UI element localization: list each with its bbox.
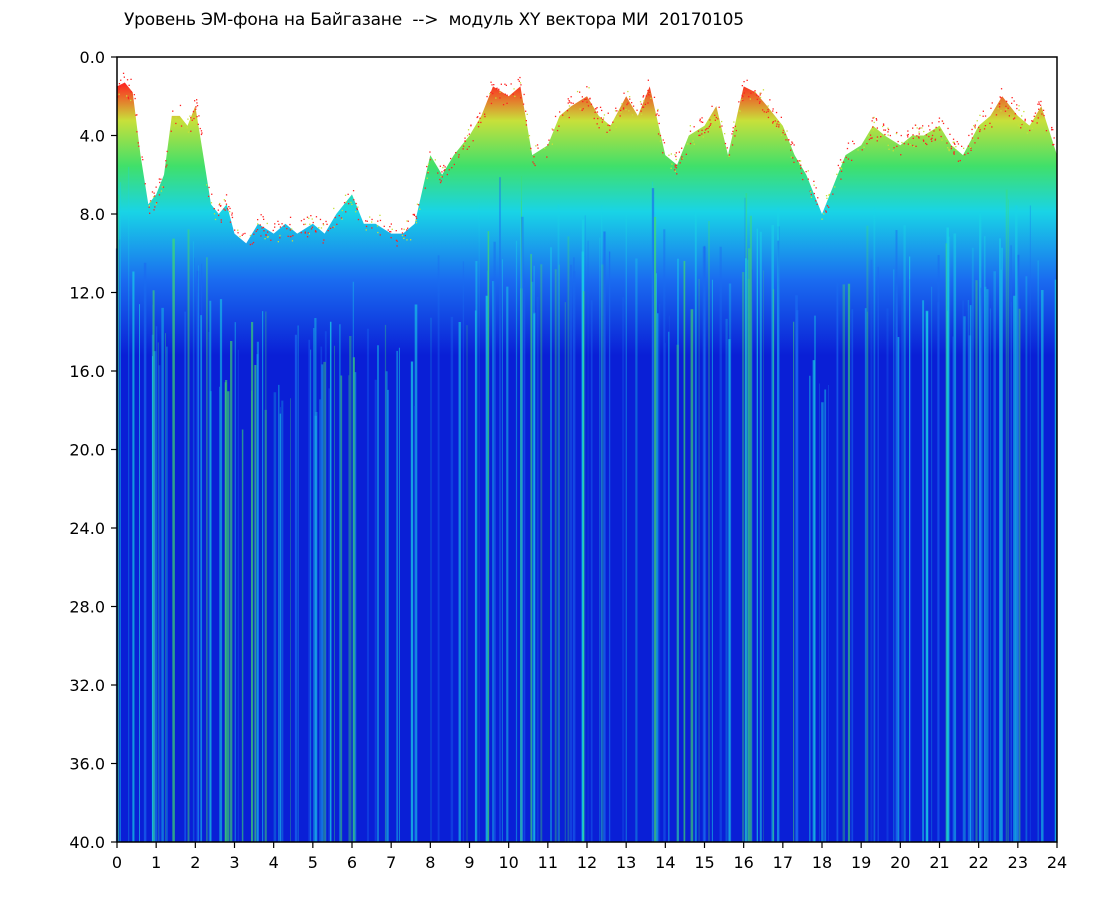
- x-tick-label: 12: [577, 853, 597, 872]
- x-tick-label: 11: [538, 853, 558, 872]
- y-tick-label: 0.0: [80, 48, 105, 67]
- x-tick-label: 10: [498, 853, 518, 872]
- x-tick-label: 15: [694, 853, 714, 872]
- y-tick-label: 32.0: [69, 676, 105, 695]
- y-tick-label: 28.0: [69, 598, 105, 617]
- x-tick-label: 23: [1008, 853, 1028, 872]
- x-tick-label: 1: [151, 853, 161, 872]
- x-tick-label: 4: [269, 853, 279, 872]
- x-tick-label: 16: [733, 853, 753, 872]
- x-tick-label: 7: [386, 853, 396, 872]
- x-tick-label: 19: [851, 853, 871, 872]
- x-tick-label: 2: [190, 853, 200, 872]
- x-tick-label: 18: [812, 853, 832, 872]
- y-tick-label: 16.0: [69, 362, 105, 381]
- y-tick-label: 8.0: [80, 205, 105, 224]
- x-tick-label: 5: [308, 853, 318, 872]
- heatmap-fill: [117, 82, 1057, 842]
- speckle-noise: [117, 72, 1055, 247]
- x-tick-label: 17: [773, 853, 793, 872]
- x-axis: 0 1 2 3 4 5 6 7 8 9 10 11 12 13 14 15 16 17 18 19 20 21 22 23 24: [112, 842, 1067, 872]
- x-tick-label: 0: [112, 853, 122, 872]
- x-tick-label: 24: [1047, 853, 1067, 872]
- heatmap-area: [117, 72, 1057, 842]
- y-tick-label: 4.0: [80, 127, 105, 146]
- y-tick-label: 24.0: [69, 519, 105, 538]
- x-tick-label: 9: [464, 853, 474, 872]
- x-tick-label: 3: [229, 853, 239, 872]
- y-tick-label: 20.0: [69, 441, 105, 460]
- chart-title: Уровень ЭМ-фона на Байгазане --> модуль …: [124, 10, 744, 30]
- x-tick-label: 6: [347, 853, 357, 872]
- x-tick-label: 14: [655, 853, 675, 872]
- x-tick-label: 21: [929, 853, 949, 872]
- y-tick-label: 12.0: [69, 284, 105, 303]
- x-tick-label: 13: [616, 853, 636, 872]
- y-tick-label: 40.0: [69, 833, 105, 852]
- y-tick-label: 36.0: [69, 755, 105, 774]
- x-tick-label: 22: [968, 853, 988, 872]
- x-tick-label: 20: [890, 853, 910, 872]
- y-axis: 0.0 4.0 8.0 12.0 16.0 20.0 24.0 28.0 32.0 36.0 40.…: [69, 48, 117, 852]
- x-tick-label: 8: [425, 853, 435, 872]
